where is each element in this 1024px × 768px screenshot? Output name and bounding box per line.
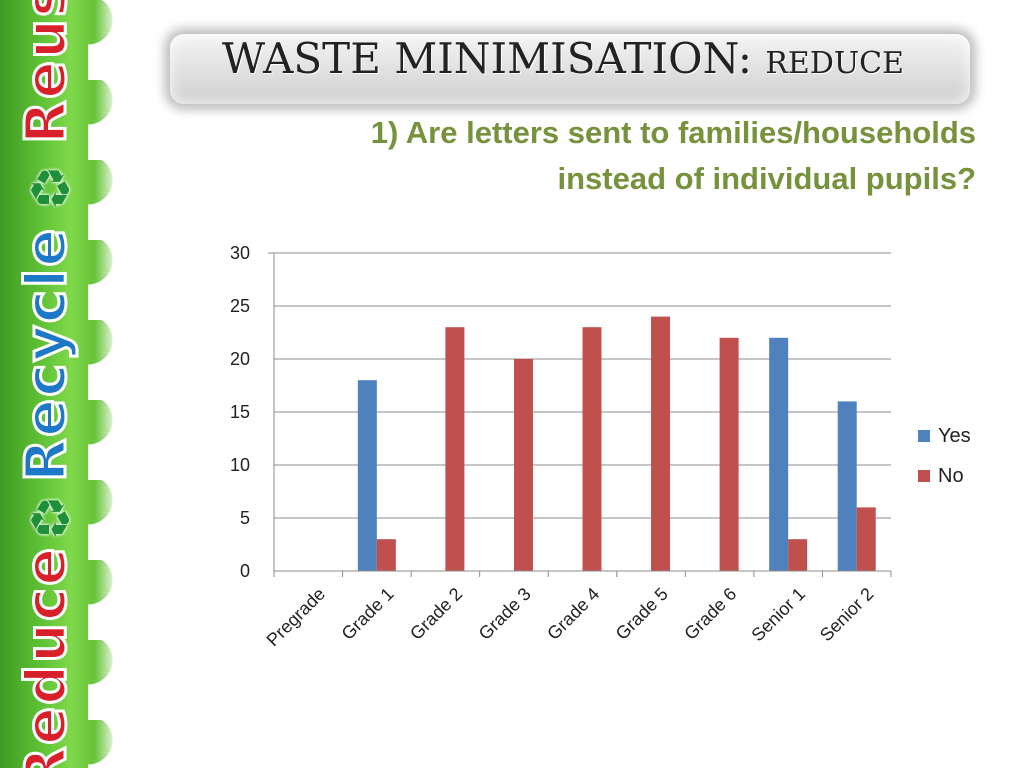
legend-label-yes: Yes: [938, 425, 971, 447]
bar-no: [376, 539, 396, 571]
banner-wave-edge: [88, 0, 118, 768]
banner-word-reuse: Reuse: [13, 0, 81, 146]
y-tick-label: 20: [230, 349, 250, 369]
title-main: WASTE MINIMISATION:: [222, 34, 752, 83]
bar-yes: [837, 401, 857, 571]
x-tick-label: Grade 5: [612, 584, 672, 644]
bar-no: [651, 316, 671, 571]
x-tick-label: Grade 1: [338, 584, 398, 644]
legend-swatch-yes: [918, 430, 930, 442]
question-line-1: 1) Are letters sent to families/househol…: [370, 115, 976, 150]
slide-title: WASTE MINIMISATION: REDUCE: [222, 34, 982, 83]
bar-no: [719, 337, 739, 571]
bar-yes: [357, 380, 377, 571]
y-tick-label: 10: [230, 455, 250, 475]
legend-label-no: No: [938, 465, 964, 487]
title-sub: REDUCE: [765, 46, 905, 81]
recycle-icon: ♻: [26, 490, 74, 550]
bar-no: [788, 539, 808, 571]
title-box: [170, 34, 970, 104]
x-tick-label: Grade 3: [475, 584, 535, 644]
bar-no: [582, 327, 602, 571]
bar-yes: [769, 337, 789, 571]
y-tick-label: 25: [230, 296, 250, 316]
x-tick-label: Grade 4: [543, 584, 603, 644]
x-tick-label: Grade 6: [680, 584, 740, 644]
legend-swatch-no: [918, 470, 930, 482]
recycle-icon: ♻: [26, 160, 74, 220]
bar-no: [856, 507, 876, 571]
x-tick-label: Pregrade: [263, 584, 330, 651]
side-banner: Reuse ♻ Recycle ♻ Reduce: [0, 0, 118, 768]
bar-no: [513, 359, 533, 571]
y-tick-label: 30: [230, 243, 250, 263]
y-tick-label: 15: [230, 402, 250, 422]
banner-word-reduce: Reduce: [13, 544, 81, 768]
question-line-2: instead of individual pupils?: [557, 161, 976, 196]
x-tick-label: Senior 2: [816, 584, 878, 646]
x-tick-label: Senior 1: [747, 584, 809, 646]
banner-word-recycle: Recycle: [13, 225, 81, 483]
y-tick-label: 0: [240, 561, 250, 581]
x-tick-label: Grade 2: [406, 584, 466, 644]
y-tick-label: 5: [240, 508, 250, 528]
bar-no: [445, 327, 465, 571]
survey-question: 1) Are letters sent to families/househol…: [256, 110, 976, 202]
